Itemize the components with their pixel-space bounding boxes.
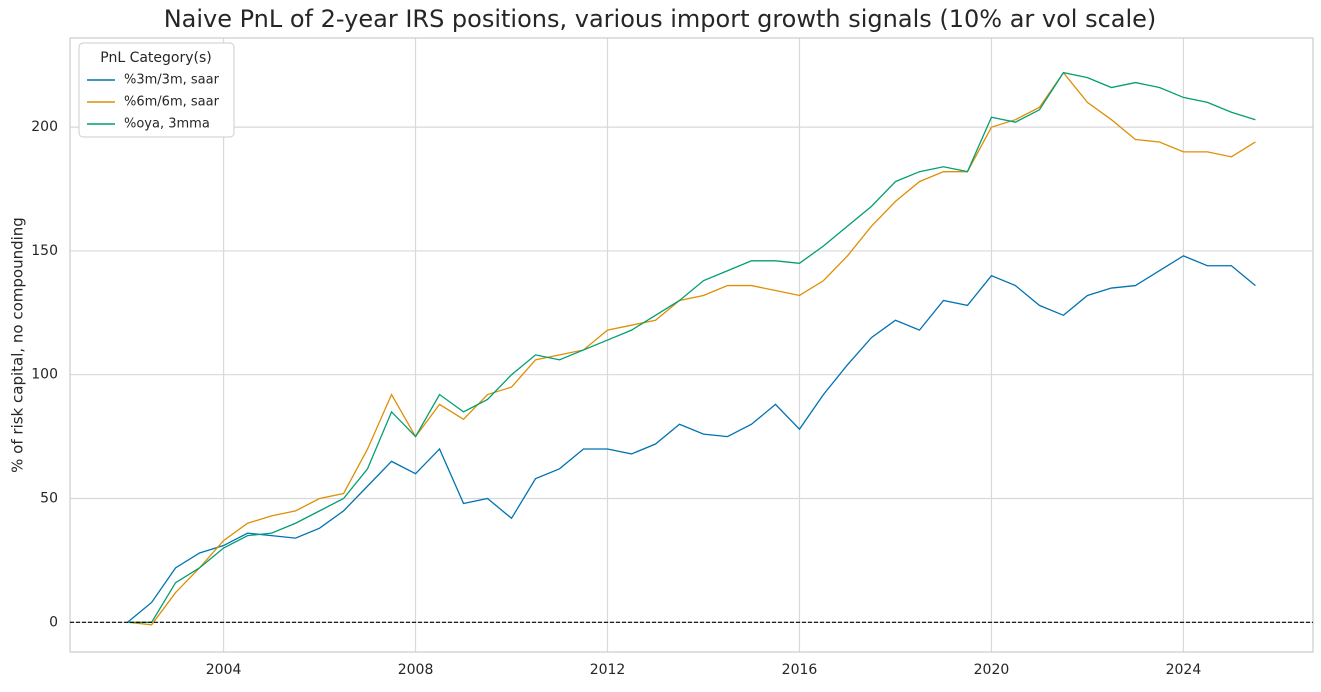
x-tick-label: 2020 xyxy=(974,662,1010,678)
y-tick-label: 100 xyxy=(31,367,58,383)
plot-frame xyxy=(69,37,1314,653)
x-tick-label: 2016 xyxy=(782,662,818,678)
y-tick-label: 50 xyxy=(40,491,58,507)
x-tick-label: 2024 xyxy=(1166,662,1202,678)
x-tick-label: 2012 xyxy=(590,662,626,678)
legend: PnL Category(s) %3m/3m, saar %6m/6m, saar%… xyxy=(78,42,235,138)
series-line xyxy=(127,71,1256,626)
legend-title: PnL Category(s) xyxy=(100,50,212,66)
y-tick-label: 200 xyxy=(31,119,58,135)
y-tick-label: 0 xyxy=(49,614,58,630)
chart-title: Naive PnL of 2-year IRS positions, vario… xyxy=(164,5,1157,33)
x-tick-label: 2004 xyxy=(206,662,242,678)
y-tick-label: 150 xyxy=(31,243,58,259)
series-line xyxy=(127,71,1256,623)
legend-label: %oya, 3mma xyxy=(124,117,210,132)
series-line xyxy=(127,255,1256,623)
y-axis-label: % of risk capital, no compounding xyxy=(9,217,27,473)
legend-label: %6m/6m, saar xyxy=(124,95,220,110)
x-tick-label: 2008 xyxy=(398,662,434,678)
legend-box xyxy=(78,42,235,138)
legend-label: %3m/3m, saar xyxy=(124,73,220,88)
